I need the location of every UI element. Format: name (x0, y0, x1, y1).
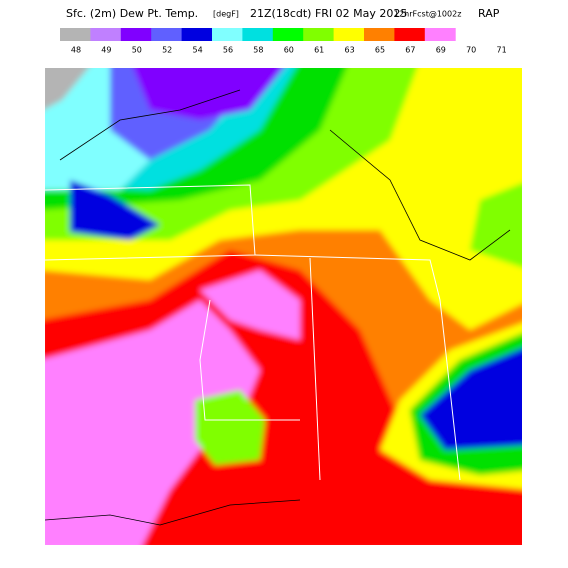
shade-pink (45, 300, 260, 545)
legend-swatch (120, 28, 152, 41)
legend-swatch (90, 28, 122, 41)
legend-label: 54 (193, 46, 203, 55)
legend-swatch (181, 28, 213, 41)
title-forecast: 12hrFcst@1002z (394, 10, 461, 19)
legend-swatch (242, 28, 274, 41)
title-product: Sfc. (2m) Dew Pt. Temp. (66, 7, 198, 20)
legend-label: 50 (132, 46, 142, 55)
color-legend: 48 49 50 52 54 56 58 60 61 63 65 67 69 70 71 (60, 28, 507, 55)
legend-swatch (60, 28, 91, 41)
legend-swatch (272, 28, 304, 41)
legend-label: 58 (253, 46, 263, 55)
title: Sfc. (2m) Dew Pt. Temp. [degF] 21Z(18cdt… (66, 7, 500, 20)
shade-blue (70, 180, 160, 240)
legend-swatch (424, 28, 456, 41)
title-units: [degF] (213, 10, 239, 19)
legend-label: 49 (101, 46, 111, 55)
contours (45, 89, 511, 526)
legend-label: 52 (162, 46, 172, 55)
shade-light-green (470, 183, 522, 268)
legend-label: 70 (466, 46, 476, 55)
shade-gray (45, 68, 89, 110)
legend-label: 63 (345, 46, 355, 55)
legend-swatch (151, 28, 183, 41)
title-valid-time: 21Z(18cdt) FRI 02 May 2025 (250, 7, 407, 20)
legend-label: 65 (375, 46, 385, 55)
title-model: RAP (478, 7, 500, 20)
state-border (45, 184, 256, 261)
dewpoint-shading (45, 68, 522, 545)
legend-swatch (333, 28, 365, 41)
state-borders (45, 184, 461, 481)
legend-label: 71 (497, 46, 507, 55)
shade-light-green (195, 390, 265, 465)
shade-blue (420, 348, 522, 450)
legend-swatch (364, 28, 395, 41)
state-border (309, 257, 321, 481)
legend-label: 60 (284, 46, 294, 55)
shade-pink (200, 270, 300, 340)
shade-purple (133, 68, 284, 120)
legend-label: 67 (405, 46, 415, 55)
contour (329, 129, 511, 261)
legend-swatch (394, 28, 426, 41)
state-border (254, 254, 461, 481)
legend-label: 48 (71, 46, 81, 55)
legend-label: 69 (436, 46, 446, 55)
legend-swatch (212, 28, 243, 41)
state-border (199, 299, 300, 421)
legend-label: 56 (223, 46, 233, 55)
map-field (45, 68, 522, 545)
contour (45, 499, 301, 526)
contour (59, 89, 241, 161)
legend-label: 61 (314, 46, 324, 55)
legend-swatch (303, 28, 335, 41)
